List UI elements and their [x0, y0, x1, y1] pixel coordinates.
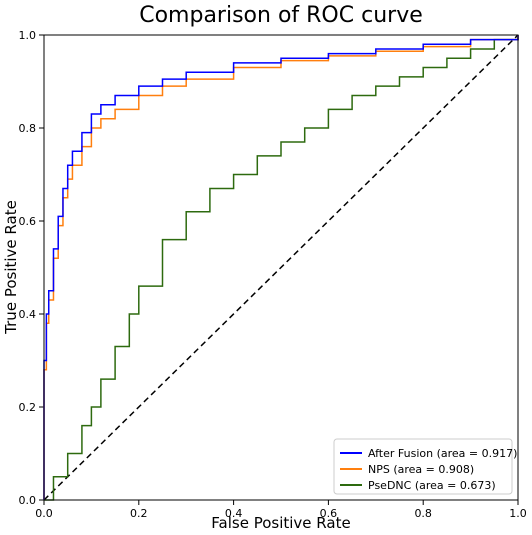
x-tick-label: 0.6	[320, 507, 338, 520]
series-line-1	[43, 35, 519, 500]
series-layer	[43, 34, 519, 501]
y-axis-label: True Positive Rate	[2, 200, 20, 335]
chance-diagonal-line	[43, 34, 519, 501]
series-line-0	[43, 35, 519, 500]
y-tick-label: 0.0	[19, 494, 37, 507]
series-line-2	[44, 35, 519, 501]
y-tick-label: 1.0	[19, 29, 37, 42]
legend-label: PseDNC (area = 0.673)	[368, 479, 496, 492]
legend-box	[333, 438, 513, 495]
legend: After Fusion (area = 0.917) NPS (area = 0…	[333, 438, 517, 495]
y-axis-ticks: 0.0 0.2 0.4 0.6 0.8 1.0	[19, 29, 44, 507]
y-tick-label: 0.4	[19, 308, 37, 321]
legend-label: After Fusion (area = 0.917)	[368, 447, 517, 460]
x-axis-ticks: 0.0 0.2 0.4 0.6 0.8 1.0	[35, 500, 527, 520]
x-axis-label: False Positive Rate	[211, 514, 350, 532]
y-tick-label: 0.8	[19, 122, 37, 135]
chart-title: Comparison of ROC curve	[139, 3, 423, 28]
legend-label: NPS (area = 0.908)	[368, 463, 474, 476]
x-tick-label: 0.8	[414, 507, 432, 520]
x-tick-label: 0.4	[225, 507, 243, 520]
y-tick-label: 0.6	[19, 215, 37, 228]
plot-frame	[43, 34, 519, 501]
x-tick-label: 0.2	[130, 507, 148, 520]
x-tick-label: 0.0	[35, 507, 53, 520]
y-tick-label: 0.2	[19, 401, 37, 414]
x-tick-label: 1.0	[509, 507, 527, 520]
